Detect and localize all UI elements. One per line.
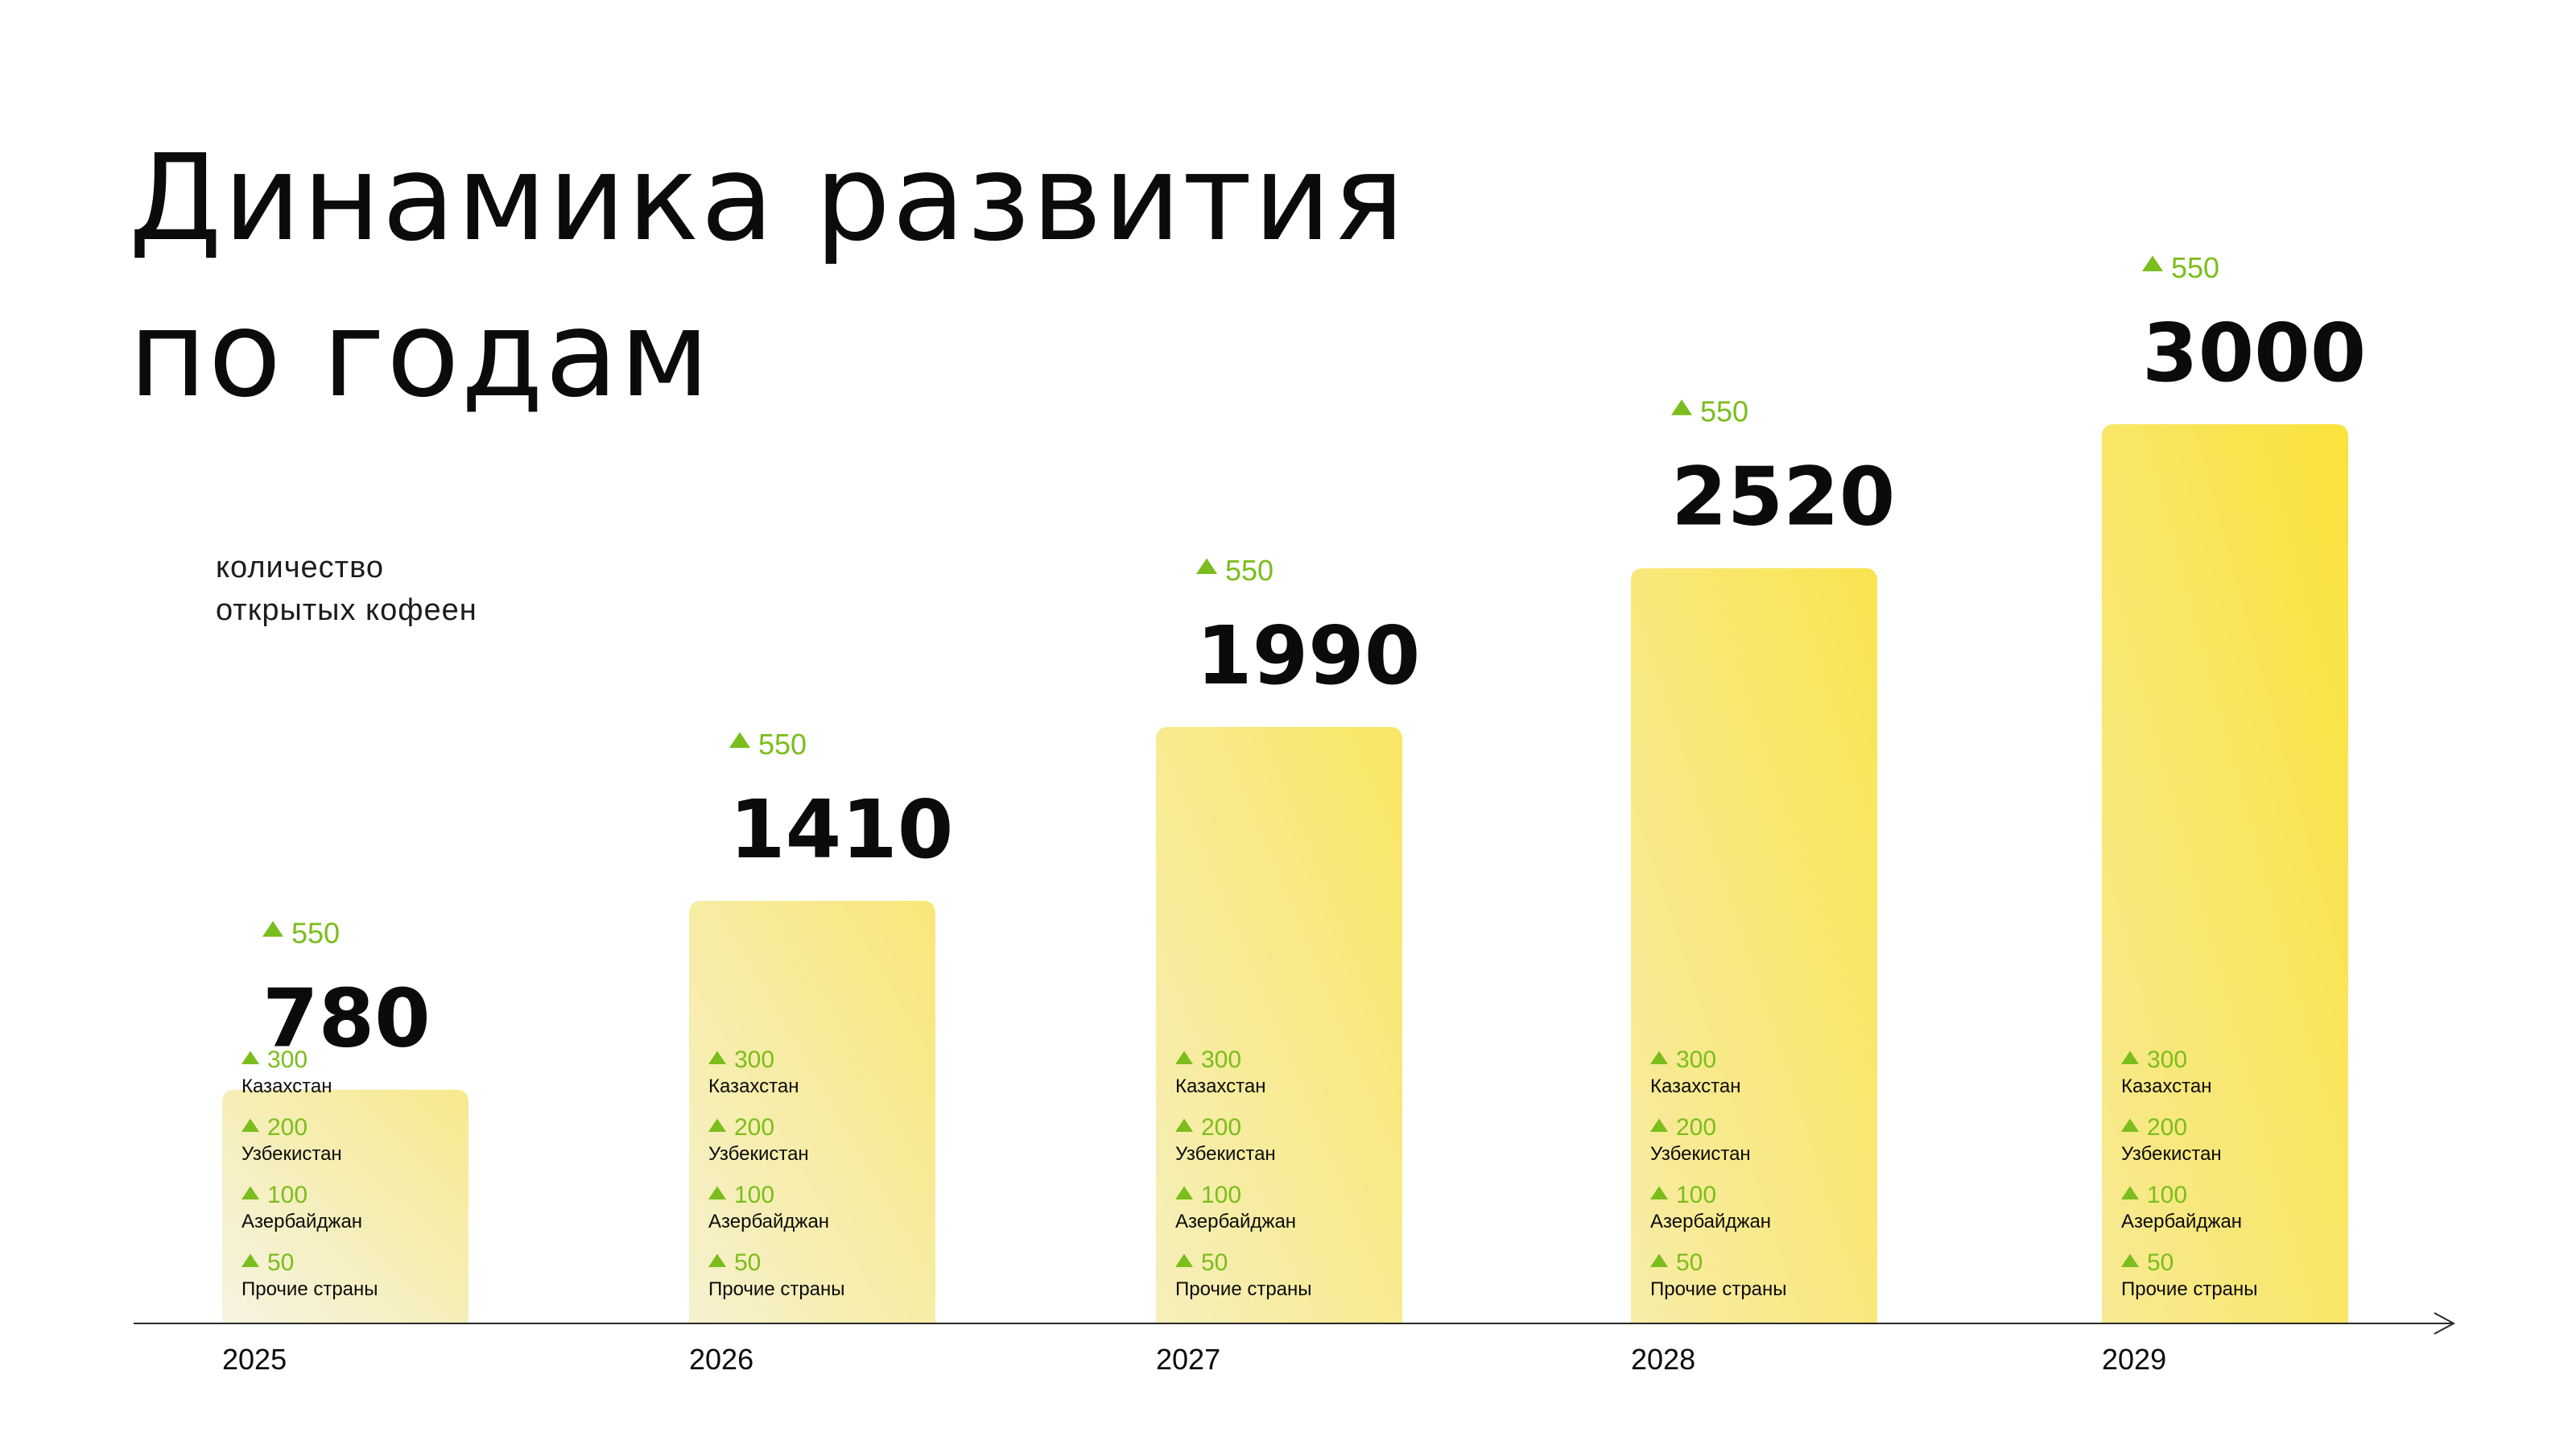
breakdown-value: 50 bbox=[734, 1249, 761, 1276]
breakdown-up-arrow-icon bbox=[1650, 1186, 1668, 1199]
growth-label: 550 bbox=[291, 917, 340, 950]
breakdown-country-label: Узбекистан bbox=[708, 1143, 809, 1165]
breakdown-up-arrow-icon bbox=[242, 1253, 259, 1267]
breakdown-country-label: Казахстан bbox=[1175, 1075, 1265, 1097]
breakdown-up-arrow-icon bbox=[708, 1253, 726, 1267]
breakdown-up-arrow-icon bbox=[242, 1186, 259, 1199]
breakdown-country-label: Азербайджан bbox=[2121, 1211, 2242, 1232]
breakdown-up-arrow-icon bbox=[242, 1118, 259, 1132]
growth-up-arrow-icon bbox=[262, 921, 283, 937]
breakdown-up-arrow-icon bbox=[1650, 1051, 1668, 1064]
chart-subtitle-line-2: открытых кофеен bbox=[216, 593, 477, 627]
breakdown-country-label: Казахстан bbox=[242, 1075, 332, 1097]
breakdown-up-arrow-icon bbox=[1175, 1186, 1193, 1199]
breakdown-country-label: Казахстан bbox=[708, 1075, 799, 1097]
x-axis: 2025 2026 2027 2028 2029 bbox=[134, 1312, 2456, 1376]
x-tick-label: 2027 bbox=[1156, 1343, 1220, 1376]
page-title-line-1: Динамика развития bbox=[129, 129, 1406, 267]
breakdown-value: 50 bbox=[1676, 1249, 1703, 1276]
breakdown-country-label: Азербайджан bbox=[1175, 1211, 1296, 1232]
bar-total-label: 780 bbox=[262, 972, 431, 1066]
breakdown-country-label: Прочие страны bbox=[708, 1278, 845, 1300]
breakdown-value: 100 bbox=[1201, 1182, 1241, 1208]
breakdown-value: 100 bbox=[1676, 1182, 1716, 1208]
breakdown-value: 100 bbox=[267, 1182, 308, 1208]
bar bbox=[689, 901, 935, 1323]
breakdown-value: 200 bbox=[1676, 1114, 1716, 1141]
breakdown-value: 200 bbox=[1201, 1114, 1241, 1141]
bar bbox=[1631, 568, 1877, 1323]
breakdown-country-label: Казахстан bbox=[2121, 1075, 2211, 1097]
breakdown-up-arrow-icon bbox=[2121, 1186, 2139, 1199]
page-title-line-2: по годам bbox=[129, 285, 712, 423]
breakdown-up-arrow-icon bbox=[1650, 1118, 1668, 1132]
growth-up-arrow-icon bbox=[2142, 255, 2163, 271]
axis-arrow-icon bbox=[2434, 1312, 2456, 1335]
breakdown-up-arrow-icon bbox=[1175, 1118, 1193, 1132]
breakdown-value: 50 bbox=[1201, 1249, 1228, 1276]
breakdown-up-arrow-icon bbox=[1175, 1051, 1193, 1064]
growth-up-arrow-icon bbox=[729, 732, 750, 749]
bar-total-label: 3000 bbox=[2142, 306, 2366, 400]
breakdown-value: 300 bbox=[2147, 1046, 2187, 1073]
breakdown-up-arrow-icon bbox=[708, 1051, 726, 1064]
breakdown-country-label: Узбекистан bbox=[242, 1143, 342, 1165]
bar-total-label: 2520 bbox=[1671, 450, 1895, 544]
breakdown-value: 300 bbox=[734, 1046, 774, 1073]
breakdown-country-label: Прочие страны bbox=[1175, 1278, 1312, 1300]
breakdown-up-arrow-icon bbox=[2121, 1051, 2139, 1064]
breakdown-value: 300 bbox=[1676, 1046, 1716, 1073]
x-tick-label: 2025 bbox=[222, 1343, 287, 1376]
breakdown-country-label: Азербайджан bbox=[708, 1211, 829, 1232]
breakdown-country-label: Прочие страны bbox=[2121, 1278, 2258, 1300]
breakdown-country-label: Азербайджан bbox=[242, 1211, 362, 1232]
chart-subtitle-line-1: количество bbox=[216, 551, 384, 584]
x-tick-label: 2028 bbox=[1631, 1343, 1695, 1376]
bars: 780550300Казахстан200Узбекистан100Азерба… bbox=[222, 251, 2366, 1323]
x-tick-label: 2029 bbox=[2102, 1343, 2166, 1376]
bar-total-label: 1990 bbox=[1196, 609, 1420, 703]
breakdown-up-arrow-icon bbox=[708, 1186, 726, 1199]
breakdown-value: 300 bbox=[1201, 1046, 1241, 1073]
bar bbox=[222, 1089, 469, 1323]
breakdown-value: 50 bbox=[267, 1249, 294, 1276]
growth-up-arrow-icon bbox=[1196, 558, 1217, 575]
breakdown-value: 100 bbox=[734, 1182, 774, 1208]
breakdown-value: 200 bbox=[734, 1114, 774, 1141]
breakdown-up-arrow-icon bbox=[2121, 1118, 2139, 1132]
breakdown-value: 200 bbox=[267, 1114, 308, 1141]
bar-total-label: 1410 bbox=[729, 782, 953, 877]
breakdown-country-label: Узбекистан bbox=[1650, 1143, 1751, 1165]
growth-label: 550 bbox=[2171, 251, 2219, 284]
breakdown-country-label: Азербайджан bbox=[1650, 1211, 1771, 1232]
breakdown-up-arrow-icon bbox=[1175, 1253, 1193, 1267]
breakdown-country-label: Казахстан bbox=[1650, 1075, 1740, 1097]
bar bbox=[2102, 424, 2348, 1323]
breakdown-up-arrow-icon bbox=[708, 1118, 726, 1132]
growth-label: 550 bbox=[1225, 554, 1274, 587]
breakdown-country-label: Прочие страны bbox=[242, 1278, 378, 1300]
growth-up-arrow-icon bbox=[1671, 399, 1692, 415]
breakdown-country-label: Узбекистан bbox=[1175, 1143, 1276, 1165]
x-tick-label: 2026 bbox=[689, 1343, 753, 1376]
breakdown-country-label: Прочие страны bbox=[1650, 1278, 1787, 1300]
bar bbox=[1156, 727, 1402, 1323]
breakdown-value: 200 bbox=[2147, 1114, 2187, 1141]
breakdown-up-arrow-icon bbox=[2121, 1253, 2139, 1267]
breakdown-value: 100 bbox=[2147, 1182, 2187, 1208]
growth-label: 550 bbox=[758, 728, 807, 761]
breakdown-up-arrow-icon bbox=[1650, 1253, 1668, 1267]
breakdown-country-label: Узбекистан bbox=[2121, 1143, 2222, 1165]
breakdown-value: 50 bbox=[2147, 1249, 2174, 1276]
growth-label: 550 bbox=[1700, 395, 1748, 428]
breakdown-value: 300 bbox=[267, 1046, 308, 1073]
breakdown-up-arrow-icon bbox=[242, 1051, 259, 1064]
